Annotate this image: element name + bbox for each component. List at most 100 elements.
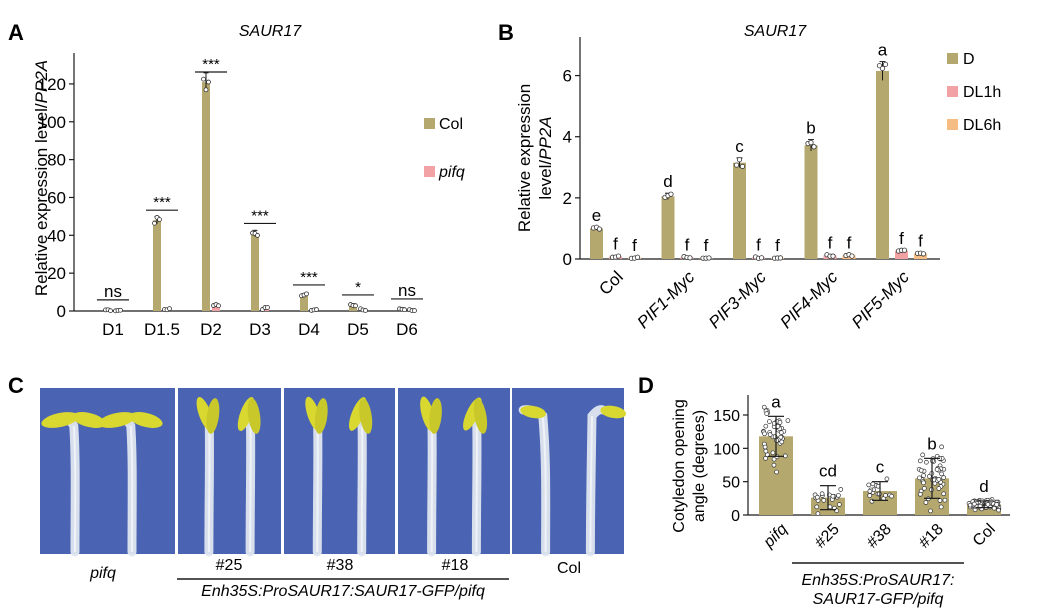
x-tick-label: Col <box>970 521 999 550</box>
significance-label: *** <box>251 207 269 224</box>
y-tick-label: 0 <box>563 250 572 269</box>
data-point <box>937 498 943 503</box>
significance-letter: f <box>704 236 709 255</box>
chart-b-ylabel-line2: level/PP2A <box>536 116 555 199</box>
cotyledon <box>98 412 136 428</box>
legend-swatch-dl6h <box>947 119 958 130</box>
data-point <box>821 497 827 503</box>
y-tick-label: 120 <box>38 75 66 94</box>
data-point <box>883 493 888 498</box>
data-point <box>849 253 855 259</box>
seedling-stem-highlight <box>475 425 478 553</box>
x-tick-label: D3 <box>249 320 271 339</box>
data-point <box>936 486 942 491</box>
significance-letter: a <box>878 41 888 60</box>
significance-label: ns <box>104 282 122 301</box>
y-tick-label: 0 <box>57 302 66 321</box>
y-tick-label: 2 <box>563 189 572 208</box>
significance-letter: f <box>828 233 833 252</box>
y-tick-label: 0 <box>731 508 740 525</box>
data-point <box>921 486 927 491</box>
seedling-stem-highlight <box>249 425 252 553</box>
data-point <box>994 502 999 507</box>
y-tick-label: 40 <box>47 226 66 245</box>
panel-label-a: A <box>8 20 24 45</box>
photo-label-38: #38 <box>327 557 354 574</box>
chart-d-group-label-line2: SAUR17-GFP/pifq <box>813 591 944 608</box>
data-point <box>779 439 785 445</box>
data-point <box>917 491 923 497</box>
data-point <box>884 476 890 482</box>
data-point <box>936 477 942 482</box>
data-point <box>255 233 260 238</box>
bar <box>804 145 818 259</box>
significance-letter: c <box>876 458 885 477</box>
data-point <box>739 163 746 169</box>
data-point <box>920 452 926 458</box>
data-point <box>778 434 784 440</box>
x-tick-label: Col <box>595 267 626 298</box>
data-point <box>668 191 674 197</box>
significance-letter: f <box>756 236 761 255</box>
data-point <box>761 404 767 410</box>
bar <box>300 294 308 311</box>
data-point <box>921 480 926 486</box>
data-point <box>201 76 206 82</box>
x-tick-label: D1 <box>102 320 124 339</box>
data-point <box>764 411 770 416</box>
data-point <box>265 305 270 310</box>
photo-background <box>284 388 395 554</box>
y-tick-label: 60 <box>47 188 66 207</box>
significance-letter: f <box>847 233 852 252</box>
cotyledon <box>41 412 79 428</box>
cotyledon <box>206 398 220 434</box>
bar <box>212 304 220 311</box>
chart-b-ylabel-line1: Relative expression <box>515 84 534 232</box>
data-point <box>819 491 825 497</box>
data-point <box>920 251 927 257</box>
significance-label: ns <box>398 281 416 300</box>
legend-swatch-dl1h <box>947 86 958 97</box>
data-point <box>934 467 940 472</box>
seedling-stem-highlight <box>72 425 77 553</box>
bar <box>349 304 357 311</box>
cotyledon <box>247 398 261 434</box>
chart-a: SAUR17 Relative expression level/PP2A 0 2… <box>32 23 465 339</box>
x-tick-label: #38 <box>864 521 895 552</box>
data-point <box>157 217 162 222</box>
bar <box>914 253 927 259</box>
data-point <box>924 459 929 465</box>
bar <box>876 70 889 259</box>
data-point <box>206 79 211 85</box>
data-point <box>774 469 779 475</box>
data-point <box>879 65 886 72</box>
data-point <box>767 419 772 424</box>
data-point <box>837 502 842 507</box>
chart-d-ylabel-line1: Cotyledon opening <box>671 399 688 532</box>
data-point <box>938 504 944 510</box>
data-point <box>402 307 407 313</box>
seedling-stem-highlight <box>207 425 211 553</box>
data-point <box>814 494 820 500</box>
significance-letter: d <box>979 477 988 496</box>
data-point <box>882 61 889 67</box>
x-tick-label: PIF5-Myc <box>848 267 913 332</box>
significance-letter: f <box>918 232 923 251</box>
data-point <box>778 430 784 435</box>
legend-swatch-d <box>947 53 958 64</box>
chart-a-ylabel: Relative expression level/PP2A <box>32 60 51 296</box>
cotyledon <box>600 405 627 419</box>
significance-letter: f <box>613 235 618 254</box>
bar <box>733 162 746 259</box>
panel-label-b: B <box>498 20 514 45</box>
data-point <box>927 474 932 479</box>
data-point <box>777 255 784 261</box>
legend-label-pifq: pifq <box>438 164 465 181</box>
data-point <box>767 432 773 437</box>
data-point <box>921 473 926 478</box>
data-point <box>758 255 765 261</box>
significance-label: *** <box>202 56 220 73</box>
data-point <box>108 308 113 314</box>
seedling-stem-highlight <box>360 425 364 553</box>
photo-background <box>398 388 510 554</box>
